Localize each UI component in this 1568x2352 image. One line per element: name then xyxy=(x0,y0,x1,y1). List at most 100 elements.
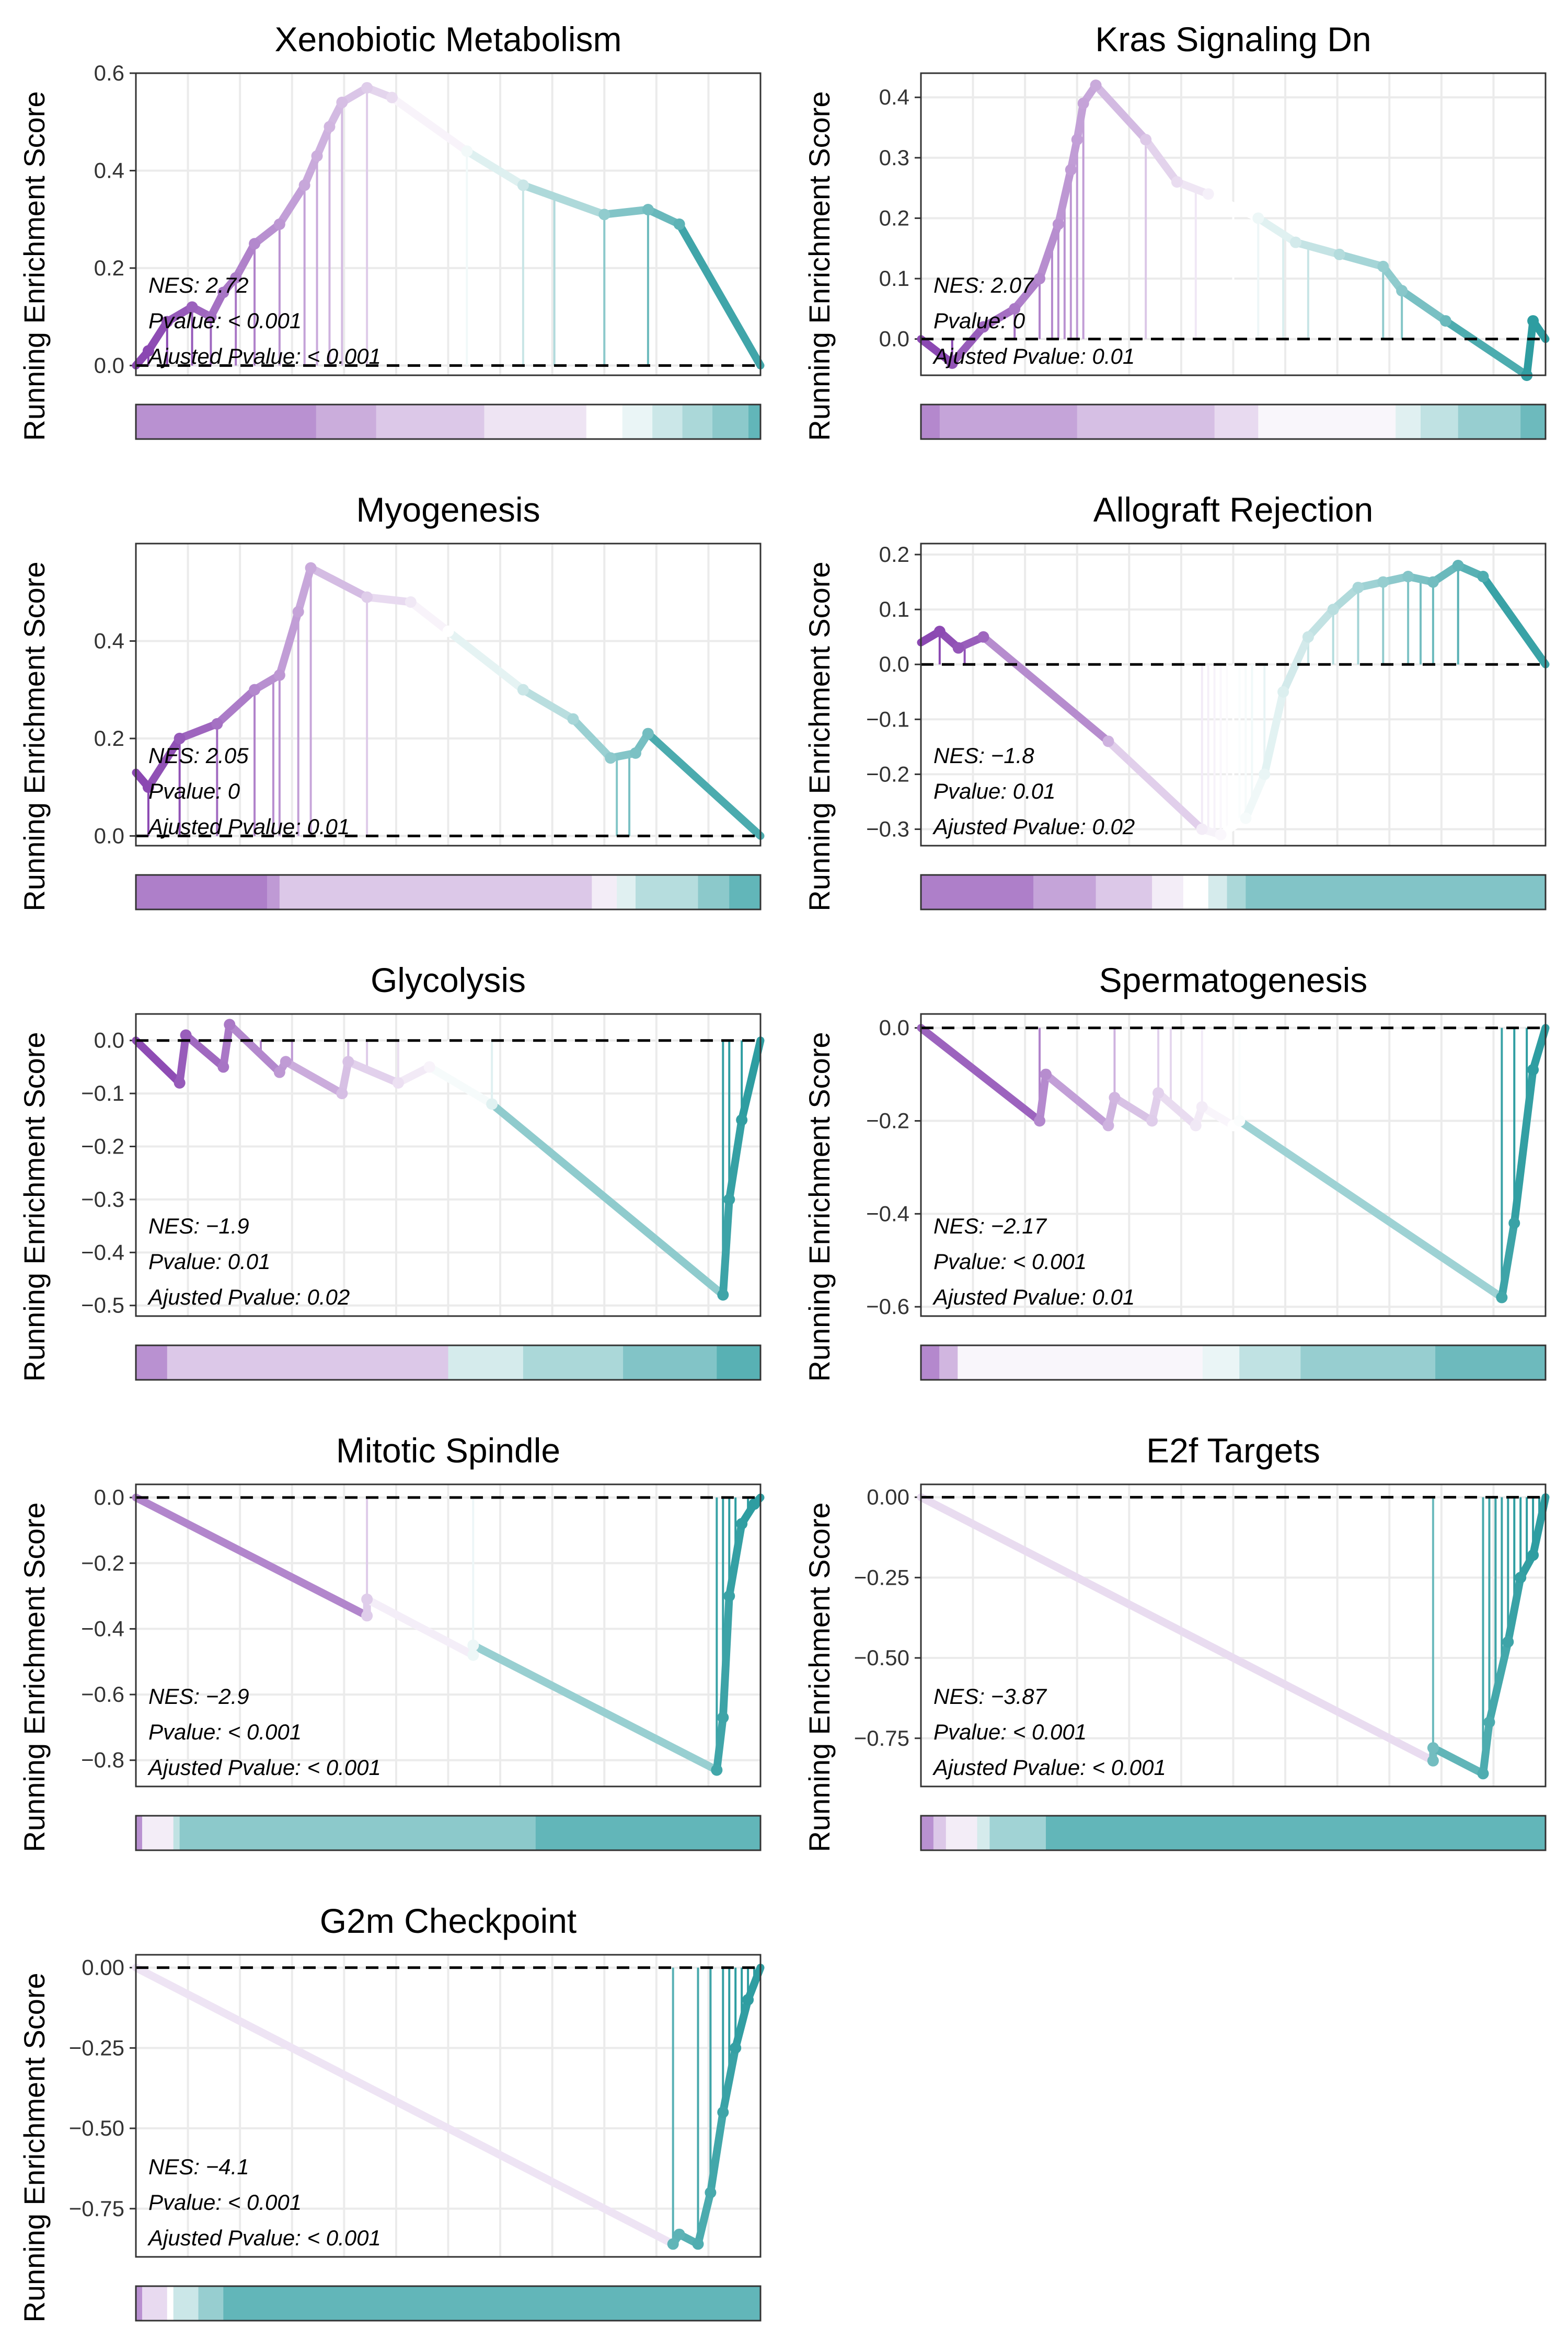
enrichment-point xyxy=(642,204,654,216)
heatmap-cell xyxy=(136,405,227,439)
plot-border xyxy=(920,72,1547,376)
enrichment-line xyxy=(176,720,221,743)
y-tick-label: −0.25 xyxy=(854,1565,909,1589)
heatmap-border xyxy=(135,1344,762,1381)
enrichment-point xyxy=(249,684,261,696)
stat-pvalue: Pvalue: < 0.001 xyxy=(933,1720,1087,1744)
enrichment-point xyxy=(442,625,454,637)
heatmap-cell xyxy=(424,405,485,439)
y-tick-label: −0.4 xyxy=(81,1616,124,1641)
stat-adj-pvalue: Ajusted Pvalue: 0.02 xyxy=(147,1285,350,1309)
heatmap-cell xyxy=(592,875,617,909)
y-tick-label: 0.4 xyxy=(879,85,909,109)
heatmap-cell xyxy=(1046,1816,1546,1850)
gsea-panel: Mitotic Spindle Running Enrichment Score 0… xyxy=(18,1431,765,1852)
enrichment-point xyxy=(1477,571,1489,583)
stat-pvalue: Pvalue: 0 xyxy=(933,308,1025,333)
enrichment-line xyxy=(1092,81,1150,144)
enrichment-point xyxy=(1515,1572,1527,1584)
heatmap-cell xyxy=(933,1816,947,1850)
enrichment-point xyxy=(1052,218,1064,230)
enrichment-point xyxy=(361,591,373,603)
enrichment-point xyxy=(517,684,529,696)
enrichment-line xyxy=(725,1116,746,1204)
plot-border xyxy=(135,543,762,847)
enrichment-point xyxy=(717,1289,729,1301)
enrichment-line xyxy=(1279,633,1312,696)
heatmap-cell xyxy=(921,875,1034,909)
enrichment-line xyxy=(176,1031,190,1087)
heatmap-cell xyxy=(977,1816,990,1850)
enrichment-line xyxy=(213,686,259,728)
enrichment-line xyxy=(1254,214,1300,247)
enrichment-point xyxy=(1396,285,1408,297)
stat-pvalue: Pvalue: < 0.001 xyxy=(148,2190,302,2215)
gsea-panel: G2m Checkpoint Running Enrichment Score 0.… xyxy=(18,1901,765,2323)
heatmap-cell xyxy=(1152,875,1184,909)
y-axis-label: Running Enrichment Score xyxy=(803,91,836,441)
enrichment-point xyxy=(1427,1755,1439,1767)
enrichment-point xyxy=(977,631,989,643)
heatmap-cell xyxy=(921,1816,934,1850)
y-tick-label: 0.0 xyxy=(94,823,124,848)
y-tick-label: −0.5 xyxy=(81,1293,124,1318)
stat-nes: NES: −1.8 xyxy=(933,743,1034,768)
heatmap-cell xyxy=(532,405,587,439)
enrichment-point xyxy=(705,2187,717,2199)
enrichment-line xyxy=(1523,317,1537,379)
enrichment-point xyxy=(673,218,685,230)
enrichment-point xyxy=(186,301,198,313)
enrichment-point xyxy=(311,150,323,162)
enrichment-point xyxy=(361,82,373,94)
heatmap-cell xyxy=(748,405,761,439)
enrichment-point xyxy=(1352,582,1364,594)
stat-adj-pvalue: Ajusted Pvalue: < 0.001 xyxy=(147,344,381,368)
enrichment-line xyxy=(132,1964,677,2248)
plot-border xyxy=(135,1483,762,1788)
y-tick-label: 0.0 xyxy=(94,1028,124,1053)
enrichment-line xyxy=(1510,1066,1537,1227)
enrichment-line xyxy=(706,2108,727,2197)
heatmap-cell xyxy=(989,1816,1046,1850)
enrichment-point xyxy=(630,747,641,759)
enrichment-line xyxy=(1235,1117,1506,1301)
heatmap-cell xyxy=(1258,405,1396,439)
enrichment-point xyxy=(977,321,989,333)
enrichment-point xyxy=(1152,1087,1165,1099)
heatmap-cell xyxy=(523,1345,624,1380)
heatmap-border xyxy=(135,874,762,910)
y-tick-label: −0.75 xyxy=(854,1726,909,1750)
enrichment-line xyxy=(363,1595,477,1659)
enrichment-point xyxy=(342,1056,354,1068)
y-tick-label: −0.4 xyxy=(866,1201,909,1226)
enrichment-line xyxy=(132,1493,371,1620)
enrichment-line xyxy=(1429,1744,1487,1778)
heatmap-cell xyxy=(167,2286,174,2321)
enrichment-line xyxy=(1398,286,1450,325)
y-tick-label: 0.6 xyxy=(94,61,124,85)
enrichment-point xyxy=(305,562,317,574)
heatmap-cell xyxy=(1202,1345,1240,1380)
plot-border xyxy=(920,1013,1547,1317)
enrichment-point xyxy=(1277,686,1289,698)
y-tick-label: 0.0 xyxy=(879,652,909,676)
heatmap-cell xyxy=(1520,405,1546,439)
heatmap-cell xyxy=(1077,405,1215,439)
enrichment-point xyxy=(361,1593,373,1605)
stat-pvalue: Pvalue: < 0.001 xyxy=(148,1720,302,1744)
enrichment-line xyxy=(1142,135,1181,186)
enrichment-point xyxy=(1196,1101,1208,1113)
enrichment-line xyxy=(388,94,471,155)
enrichment-line xyxy=(463,147,527,189)
y-axis-label: Running Enrichment Score xyxy=(803,561,836,911)
enrichment-line xyxy=(1335,250,1387,271)
heatmap-cell xyxy=(682,405,713,439)
enrichment-point xyxy=(273,1066,285,1078)
enrichment-point xyxy=(336,96,348,108)
stat-nes: NES: 2.05 xyxy=(148,743,249,768)
y-tick-label: −0.50 xyxy=(69,2116,124,2140)
enrichment-point xyxy=(736,1114,748,1126)
heatmap-cell xyxy=(623,1345,718,1380)
stat-adj-pvalue: Ajusted Pvalue: < 0.001 xyxy=(147,2226,381,2250)
